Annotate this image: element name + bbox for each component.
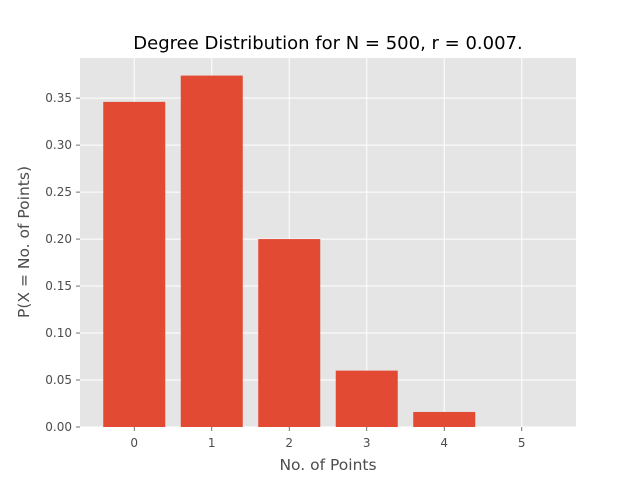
x-tick-label: 1 xyxy=(208,436,216,450)
x-tick-label: 3 xyxy=(363,436,371,450)
y-tick-label: 0.15 xyxy=(45,279,72,293)
x-tick-label: 4 xyxy=(440,436,448,450)
x-axis-label: No. of Points xyxy=(279,456,376,474)
x-tick-label: 5 xyxy=(518,436,526,450)
y-tick-label: 0.05 xyxy=(45,373,72,387)
x-tick-label: 0 xyxy=(130,436,138,450)
x-tick-label: 2 xyxy=(285,436,293,450)
y-axis-label: P(X = No. of Points) xyxy=(15,166,33,318)
bar-1 xyxy=(180,75,243,428)
y-tick-label: 0.10 xyxy=(45,326,72,340)
bar-0 xyxy=(103,101,166,427)
bars-layer xyxy=(103,75,476,428)
x-axis: 0 1 2 3 4 5 xyxy=(130,427,526,450)
bar-4 xyxy=(413,411,476,427)
bar-3 xyxy=(335,370,398,427)
y-tick-label: 0.00 xyxy=(45,420,72,434)
y-axis: 0.00 0.05 0.10 0.15 0.20 0.25 0.30 0.35 xyxy=(45,91,80,434)
y-tick-label: 0.25 xyxy=(45,185,72,199)
y-tick-label: 0.20 xyxy=(45,232,72,246)
chart-title: Degree Distribution for N = 500, r = 0.0… xyxy=(133,33,522,54)
y-tick-label: 0.30 xyxy=(45,138,72,152)
y-tick-label: 0.35 xyxy=(45,91,72,105)
bar-2 xyxy=(258,239,321,427)
